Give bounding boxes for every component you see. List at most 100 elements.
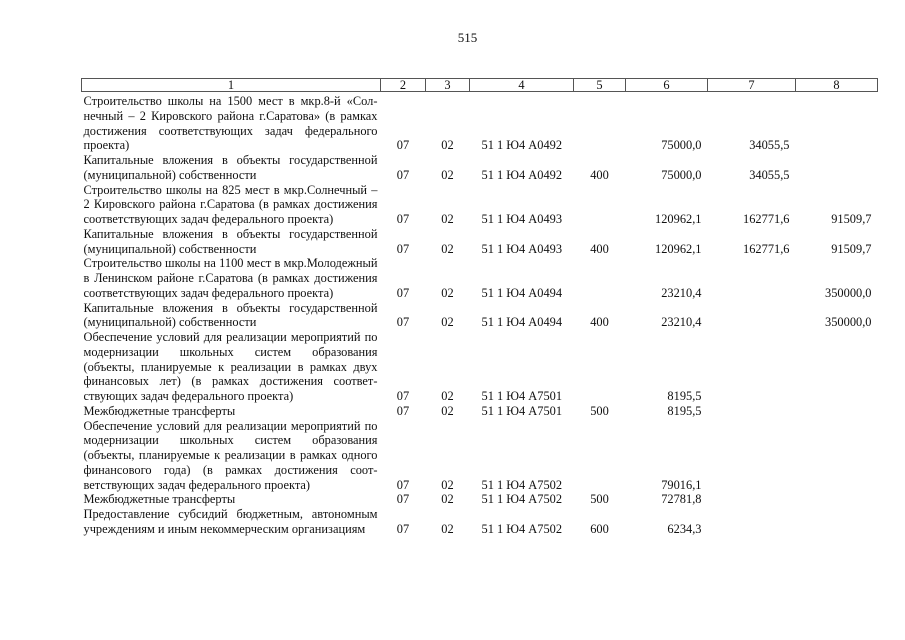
expense-type-code (574, 183, 626, 227)
row-description: Капитальные вложения в объекты государст… (83, 153, 378, 182)
amount-col-6: 75000,0 (661, 138, 702, 153)
expense-type-code: 500 (590, 492, 609, 507)
amount-col-6: 8195,5 (667, 389, 702, 403)
table-row: Предоставление субсидий бюджетным, автон… (82, 507, 878, 537)
subsection-code: 02 (441, 241, 454, 256)
target-article-code: 51 1 Ю4 А0494 (481, 315, 563, 330)
section-code: 07 (396, 285, 410, 300)
amount-col-8: 91509,7 (831, 212, 872, 226)
table-row: Обеспечение условий для реализации мероп… (82, 330, 878, 404)
amount-col-6: 8195,5 (667, 403, 702, 418)
budget-table: 1 2 3 4 5 6 7 8 Строительство школы на 1… (81, 78, 878, 537)
header-col-2: 2 (380, 78, 426, 92)
section-code: 07 (396, 477, 410, 492)
table-row: Капитальные вложения в объекты государст… (82, 153, 878, 183)
target-article-code: 51 1 Ю4 А7501 (481, 403, 563, 418)
row-description: Предоставление субсидий бюджетным, автон… (83, 507, 378, 536)
row-description: Обеспечение условий для реализации мероп… (83, 418, 378, 492)
row-description: Строительство школы на 1500 мест в мкр.8… (83, 94, 378, 153)
header-col-4: 4 (469, 78, 574, 92)
amount-col-8 (796, 153, 878, 183)
amount-col-8 (796, 419, 878, 493)
subsection-code: 02 (441, 167, 454, 182)
section-code: 07 (396, 315, 410, 330)
amount-col-8 (796, 492, 878, 507)
amount-col-8 (796, 404, 878, 419)
amount-col-7 (708, 507, 796, 537)
target-article-code: 51 1 Ю4 А0493 (481, 212, 563, 226)
expense-type-code (574, 256, 626, 300)
table-row: Обеспечение условий для реализации мероп… (82, 419, 878, 493)
subsection-code: 02 (441, 403, 454, 418)
section-code: 07 (396, 389, 410, 403)
amount-col-7 (708, 330, 796, 404)
expense-type-code: 400 (590, 167, 609, 182)
amount-col-8: 350000,0 (825, 285, 872, 300)
amount-col-7: 34055,5 (749, 167, 790, 182)
table-row: Строительство школы на 825 мест в мкр.Со… (82, 183, 878, 227)
amount-col-7 (708, 492, 796, 507)
subsection-code: 02 (441, 138, 454, 153)
header-col-7: 7 (707, 78, 796, 92)
amount-col-6: 23210,4 (661, 285, 702, 300)
section-code: 07 (396, 167, 410, 182)
amount-col-7 (708, 404, 796, 419)
table-row: Строительство школы на 1100 мест в мкр.М… (82, 256, 878, 300)
section-code: 07 (396, 212, 410, 226)
target-article-code: 51 1 Ю4 А7502 (481, 492, 563, 507)
target-article-code: 51 1 Ю4 А0492 (481, 167, 563, 182)
target-article-code: 51 1 Ю4 А0492 (481, 138, 563, 153)
amount-col-8 (796, 507, 878, 537)
header-col-3: 3 (425, 78, 470, 92)
expense-type-code: 600 (590, 521, 609, 536)
expense-type-code (574, 92, 626, 154)
amount-col-6: 72781,8 (661, 492, 702, 507)
row-description: Обеспечение условий для реализации мероп… (83, 330, 378, 403)
row-description: Капитальные вложения в объекты государст… (83, 226, 378, 256)
table-row: Строительство школы на 1500 мест в мкр.8… (82, 92, 878, 154)
header-col-1: 1 (81, 78, 381, 92)
header-col-6: 6 (625, 78, 708, 92)
amount-col-6: 120962,1 (655, 212, 702, 226)
expense-type-code: 400 (590, 315, 609, 330)
expense-type-code: 400 (590, 241, 609, 256)
amount-col-7: 162771,6 (743, 212, 790, 226)
header-col-5: 5 (573, 78, 626, 92)
amount-col-7 (708, 256, 796, 300)
amount-col-7: 162771,6 (743, 241, 790, 256)
expense-type-code (574, 419, 626, 493)
table-row: Межбюджетные трансферты 07 02 51 1 Ю4 А7501… (82, 404, 878, 419)
amount-col-6: 79016,1 (661, 477, 702, 492)
table-row: Межбюджетные трансферты 07 02 51 1 Ю4 А7502… (82, 492, 878, 507)
amount-col-6: 6234,3 (667, 521, 702, 536)
row-description: Строительство школы на 1100 мест в мкр.М… (83, 256, 378, 300)
page-number: 515 (457, 30, 478, 45)
target-article-code: 51 1 Ю4 А7502 (481, 521, 563, 536)
amount-col-8: 350000,0 (825, 315, 872, 330)
section-code: 07 (396, 138, 410, 153)
row-description: Капитальные вложения в объекты государст… (83, 300, 378, 330)
expense-type-code (574, 330, 626, 404)
target-article-code: 51 1 Ю4 А0493 (481, 241, 563, 256)
table-row: Капитальные вложения в объекты государст… (82, 227, 878, 257)
subsection-code: 02 (441, 389, 454, 403)
section-code: 07 (396, 492, 410, 507)
section-code: 07 (396, 403, 410, 418)
subsection-code: 02 (441, 492, 454, 507)
subsection-code: 02 (441, 315, 454, 330)
subsection-code: 02 (441, 521, 454, 536)
amount-col-7 (708, 419, 796, 493)
subsection-code: 02 (441, 212, 454, 226)
section-code: 07 (396, 521, 410, 536)
amount-col-7 (708, 301, 796, 331)
target-article-code: 51 1 Ю4 А7502 (481, 477, 563, 492)
row-description: Межбюджетные трансферты (83, 403, 236, 418)
amount-col-7: 34055,5 (749, 138, 790, 153)
row-description: Межбюджетные трансферты (83, 492, 236, 507)
amount-col-8 (796, 330, 878, 404)
amount-col-6: 120962,1 (655, 241, 702, 256)
expense-type-code: 500 (590, 403, 609, 418)
amount-col-6: 75000,0 (661, 167, 702, 182)
target-article-code: 51 1 Ю4 А0494 (481, 285, 563, 300)
subsection-code: 02 (441, 285, 454, 300)
